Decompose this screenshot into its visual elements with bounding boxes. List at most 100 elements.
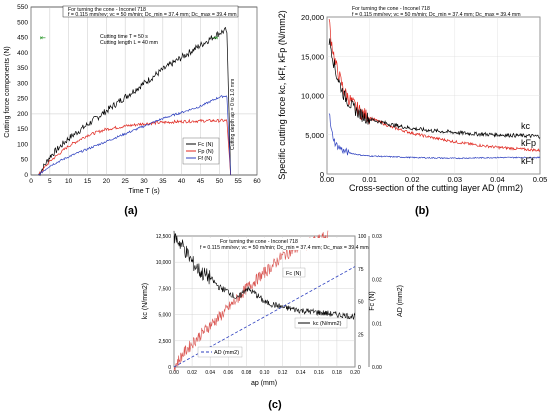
panel-c-ytick-left: 5,000 [158,313,171,319]
panel-c-xtick: 0.06 [223,370,233,376]
panel-b-series [328,19,541,160]
panel-c-kc-legend-text: kc (N/mm2) [313,321,342,327]
panel-b-xtick: 0.02 [405,175,420,184]
panel-b-xtick: 0.01 [362,175,377,184]
panel-a-legend-fc: Fc (N) [198,142,213,148]
panel-b-xtick: 0.03 [447,175,462,184]
panel-c-grid [173,235,356,368]
panel-c-xtick: 0.16 [314,370,324,376]
panel-c-xtick: 0.04 [205,370,215,376]
panel-a-ticks: 0 5 10 15 20 25 30 35 40 45 50 55 60 0 50 100 150 200 250 3… [17,4,261,185]
panel-a-ytick: 450 [17,35,28,42]
panel-a-xlabel: Time T (s) [128,188,159,195]
panel-a-ytick: 0 [24,172,28,179]
panel-b-title-line2: f = 0.115 mm/rev; vc = 50 m/min; Dc_min … [352,12,521,18]
panel-c-ytick-right2: 0.00 [372,365,382,371]
panel-c-ylabel-right2: AD (mm2) [397,285,404,317]
panel-c-ytick-right1: 25 [358,332,364,338]
panel-c-ytick-left: 10,000 [156,260,172,266]
panel-b-series-line [328,38,541,139]
panel-a-title-box [62,5,239,18]
panel-a-xtick: 20 [103,178,111,185]
panel-a-ytick: 550 [17,4,28,11]
panel-a-ytick: 150 [17,126,28,133]
panel-c-title-line1: For turning the cone - Inconel 718 [220,239,298,245]
panel-c-kc-legend-box [294,317,348,329]
panel-a-label: (a) [124,205,138,217]
panel-c-ytick-right1: 0 [358,365,361,371]
panel-a-ytick: 200 [17,111,28,118]
panel-b-xtick: 0.05 [533,175,548,184]
panel-c-xtick: 0.00 [169,370,179,376]
panel-c-xtick: 0.18 [332,370,342,376]
panel-a-annotation-depth: Cutting depth ap = 0 to 1.0 mm [230,79,236,150]
panel-c-ylabel-left: kc (N/mm2) [142,283,149,319]
panel-c-xtick: 0.20 [350,370,360,376]
panel-c-xtick: 0.10 [260,370,270,376]
panel-a-xtick: 10 [65,178,73,185]
panel-c-xtick: 0.12 [278,370,288,376]
panel-a-xtick: 15 [84,178,92,185]
panel-c-label: (c) [268,399,282,411]
panel-a-ytick: 500 [17,19,28,26]
panel-a-series-line [38,95,231,176]
panel-c-ytick-left: 2,500 [158,339,171,345]
panel-b-legend-kc: kc [521,121,531,131]
panel-a-xtick: 60 [253,178,261,185]
panel-b-ytick: 10,000 [301,92,324,101]
panel-b-ytick: 15,000 [301,52,324,61]
panel-b-xlabel: Cross-section of the cutting layer AD (m… [349,183,523,193]
panel-a-arrow-left: ⇤ [40,35,46,42]
panel-a-series [38,26,231,177]
panel-b-legend-kff: kFf [521,156,534,166]
panel-c-ytick-left: 12,500 [156,234,172,240]
panel-a-title-line1: For turning the cone - Inconel 718 [68,7,146,13]
panel-b-ticks: 0.00 0.01 0.02 0.03 0.04 0.05 0 5,000 10,000 15,0… [301,13,547,184]
panel-a-ytick: 100 [17,141,28,148]
panel-a-grid [30,7,258,175]
panel-b-series-line [328,113,541,160]
panel-c-xlabel: ap (mm) [251,380,277,387]
panel-c-fc-label: Fc (N) [286,271,301,277]
panel-b-legend-kfp: kFp [521,138,536,148]
panel-c-ad-legend-box [197,346,243,358]
panel-a-legend: Fc (N) Fp (N) Ff (N) [182,137,220,165]
panel-c-ytick-right1: 75 [358,267,364,273]
panel-a-xtick: 5 [48,178,52,185]
panel-b-title-line1: For turning the cone - Inconel 718 [352,6,430,12]
panel-c-xtick: 0.08 [242,370,252,376]
panel-c-ytick-right2: 0.03 [372,234,382,240]
panel-c-ad-legend-text: AD (mm2) [214,350,239,356]
panel-b-ylabel: Specific cutting force kc, kFf, kFp (N/m… [277,10,287,180]
panel-c-series-ad [173,266,356,368]
panel-b-ytick: 0 [320,170,324,179]
panel-c-ad-legend: AD (mm2) [197,346,243,358]
panel-c-fc-label-box [282,267,306,278]
panel-a-ytick: 300 [17,80,28,87]
panel-c-ytick-right2: 0.01 [372,321,382,327]
panel-c-ytick-left: 7,500 [158,286,171,292]
panel-c-title-line2: f = 0.115 mm/rev; vc = 50 m/min; Dc_min … [200,245,369,251]
panel-c-title-box [200,238,340,250]
panel-b-label: (b) [415,205,429,217]
panel-a-series-line [38,26,231,177]
panel-a-annotation-length: Cutting length L = 40 mm [100,40,158,46]
panel-a-xtick: 25 [122,178,130,185]
panel-c-kc-legend: kc (N/mm2) [294,317,348,329]
panel-a-legend-ff: Ff (N) [198,156,212,162]
panel-a: 0 5 10 15 20 25 30 35 40 45 50 55 60 0 50 100 150 200 250 3… [4,4,261,217]
panel-a-xtick: 30 [140,178,148,185]
panel-b: 0.00 0.01 0.02 0.03 0.04 0.05 0 5,000 10,000 15,0… [277,6,547,217]
panel-c-xtick: 0.14 [296,370,306,376]
panel-b-ytick: 5,000 [305,131,324,140]
panel-c-ytick-right1: 50 [358,300,364,306]
panel-a-xtick: 55 [235,178,243,185]
panel-c-xtick: 0.02 [187,370,197,376]
panel-b-grid [326,16,541,175]
panel-c-ylabel-right1: Fc (N) [369,291,376,310]
panel-a-xtick: 35 [159,178,167,185]
panel-b-xtick: 0.00 [320,175,335,184]
panel-c-ytick-right2: 0.02 [372,278,382,284]
panel-c-ytick-right1: 100 [358,234,367,240]
